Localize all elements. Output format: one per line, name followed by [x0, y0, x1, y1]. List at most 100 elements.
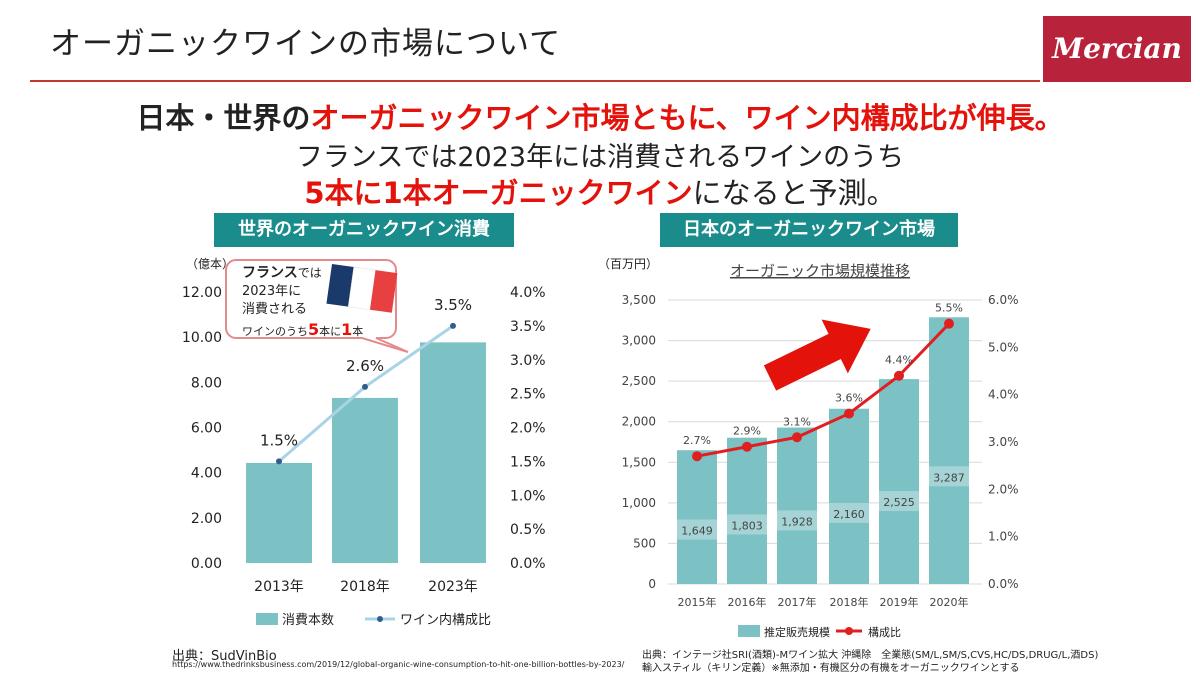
right-y-tick: 3.0%	[988, 435, 1019, 449]
share-line	[696, 322, 951, 458]
left-y-tick: 6.00	[191, 421, 222, 437]
sales-bar	[727, 437, 767, 584]
right-y-tick: 6.0%	[988, 293, 1019, 307]
right-y-tick: 4.0%	[510, 285, 546, 301]
share-label: 4.4%	[885, 354, 913, 367]
sales-label-box	[829, 502, 869, 523]
japan-market-chart: （百万円） オーガニック市場規模推移 0 500 1,000 1,500 2,000 2,…	[600, 257, 1019, 639]
legend-line-label: 構成比	[868, 626, 901, 639]
callout-france: フランス	[242, 265, 298, 281]
headline-line-2: フランスでは2023年には消費されるワインのうち	[295, 142, 905, 173]
sales-label: 2,160	[833, 508, 865, 521]
share-point	[844, 408, 854, 419]
left-y-tick: 1,500	[622, 455, 656, 469]
left-y-tick: 3,500	[622, 293, 656, 307]
france-callout: フランスでは 2023年に 消費される ワインのうち5本に1本	[225, 259, 409, 353]
consumption-bar	[420, 342, 486, 563]
sales-label-box	[727, 514, 767, 535]
callout-line-3: 消費される	[242, 302, 307, 317]
logo-text: Mercian	[1052, 32, 1182, 65]
x-tick-label: 2018年	[830, 595, 869, 609]
sales-bar	[777, 427, 817, 584]
share-label: 2.7%	[683, 434, 711, 447]
share-point	[362, 383, 368, 390]
share-point	[742, 441, 752, 452]
consumption-bar	[246, 462, 312, 563]
legend-bar-label: 消費本数	[282, 613, 334, 628]
share-label: 3.1%	[783, 415, 811, 428]
left-y-tick: 500	[633, 536, 656, 550]
left-y-tick: 2,500	[622, 374, 656, 388]
right-y-tick: 1.0%	[988, 530, 1019, 544]
right-y-tick: 0.0%	[988, 577, 1019, 591]
share-label: 1.5%	[260, 431, 298, 449]
title-divider	[30, 80, 1040, 82]
right-source-line-2: 輸入スティル（キリン定義）※無添加・有機区分の有機をオーガニックワインとする	[642, 663, 1020, 674]
right-y-tick: 1.5%	[510, 454, 546, 470]
right-y-tick: 2.0%	[510, 421, 546, 437]
right-y-tick: 4.0%	[988, 388, 1019, 402]
share-label: 2.6%	[346, 357, 384, 375]
callout-five: 5	[308, 320, 319, 339]
right-y-tick: 1.0%	[510, 488, 546, 504]
x-tick-label: 2023年	[428, 579, 478, 595]
growth-arrow-icon	[763, 319, 871, 391]
share-point	[894, 370, 904, 381]
x-tick-label: 2019年	[880, 595, 919, 609]
svg-text:ワインのうち5本に1本: ワインのうち5本に1本	[242, 320, 363, 339]
sales-label: 3,287	[933, 471, 965, 484]
sales-label: 1,803	[731, 519, 763, 532]
x-tick-label: 2016年	[728, 595, 767, 609]
legend-bar-swatch	[738, 625, 760, 637]
legend-line-label: ワイン内構成比	[400, 612, 491, 628]
japan-chart-banner: 日本のオーガニックワイン市場	[660, 213, 958, 247]
callout-hon: 本	[352, 324, 363, 338]
sales-label-box	[777, 510, 817, 531]
left-y-tick: 2.00	[191, 511, 222, 527]
x-tick-label: 2018年	[340, 579, 390, 595]
right-chart-subtitle: オーガニック市場規模推移	[730, 262, 910, 280]
legend-bar-label: 推定販売規模	[764, 625, 830, 639]
sales-label-box	[677, 519, 717, 540]
left-legend: 消費本数 ワイン内構成比	[256, 612, 491, 628]
sales-bar	[829, 408, 869, 584]
world-chart-banner: 世界のオーガニックワイン消費	[214, 213, 514, 247]
right-axis-unit: （百万円）	[600, 257, 658, 271]
france-flag-icon	[326, 264, 398, 313]
left-y-tick: 0	[648, 577, 656, 591]
right-y-tick: 0.5%	[510, 522, 546, 538]
share-label: 3.5%	[434, 296, 472, 314]
share-point	[792, 432, 802, 443]
callout-one: 1	[341, 320, 352, 339]
share-label: 5.5%	[935, 302, 963, 315]
headline-line-1: 日本・世界のオーガニックワイン市場ともに、ワイン内構成比が伸長。	[0, 95, 1200, 137]
headline-line-3-emphasis: 5本に1本オーガニックワイン	[304, 176, 693, 210]
share-label: 2.9%	[733, 425, 761, 438]
left-y-tick: 0.00	[191, 556, 222, 572]
callout-de: では	[298, 266, 322, 280]
right-source-line-1: 出典：インテージ社SRI(酒類)-Mワイン拡大 沖縄除 全業態(SM/L,SM/…	[642, 650, 1099, 661]
callout-hon-ni: 本に	[319, 324, 341, 338]
left-y-tick: 10.00	[182, 330, 222, 346]
sales-bar	[929, 317, 969, 584]
sales-label-box	[929, 466, 969, 487]
svg-text:フランスでは: フランスでは	[242, 265, 322, 281]
sales-label: 1,649	[681, 524, 713, 537]
left-source-label: 出典：SudVinBio	[172, 649, 277, 664]
share-point	[450, 322, 456, 329]
left-y-tick: 2,000	[622, 415, 656, 429]
share-point	[944, 318, 954, 329]
left-source-url[interactable]: https://www.thedrinksbusiness.com/2019/1…	[172, 660, 625, 669]
share-label: 3.6%	[835, 392, 863, 405]
x-tick-label: 2017年	[778, 595, 817, 609]
headline-line-3-plain: になると予測。	[692, 176, 896, 210]
headline-line-1-plain: 日本・世界の	[136, 101, 311, 135]
mercian-logo: Mercian	[1043, 16, 1191, 82]
share-point	[276, 458, 282, 465]
right-y-tick: 3.0%	[510, 353, 546, 369]
left-y-tick: 1,000	[622, 496, 656, 510]
left-y-tick: 8.00	[191, 375, 222, 391]
page-title: オーガニックワインの市場について	[50, 26, 562, 62]
right-y-tick: 5.0%	[988, 340, 1019, 354]
headline-line-1-emphasis: オーガニックワイン市場ともに、ワイン内構成比が伸長。	[310, 101, 1064, 135]
